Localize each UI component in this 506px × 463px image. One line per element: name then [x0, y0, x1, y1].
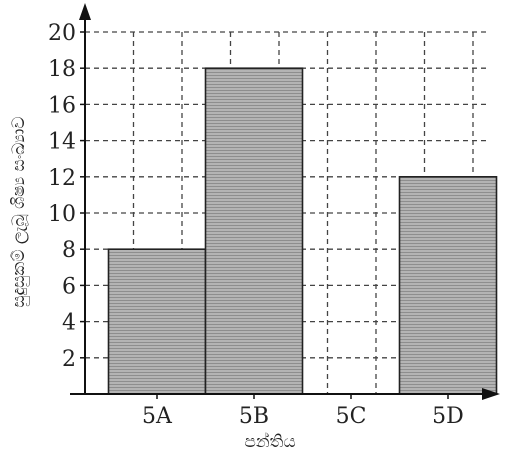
y-tick-label-18: 18	[48, 57, 76, 82]
axes	[70, 3, 500, 400]
x-tick-label-5C: 5C	[336, 404, 367, 429]
x-axis-arrow-icon	[482, 388, 500, 400]
labels: 2 4 6 8 10 12 14 16 18 20 5A 5B 5C 5D	[48, 21, 464, 429]
bars	[107, 67, 498, 395]
y-axis-title: සුදුසුකම් ලැබූ ශිෂ්‍ය සංඛ්‍යාව	[9, 116, 29, 307]
bar-5B	[204, 67, 304, 395]
x-axis-title: පන්තිය	[244, 432, 295, 452]
y-tick-label-2: 2	[62, 347, 76, 372]
y-tick-label-8: 8	[62, 238, 76, 263]
y-tick-label-20: 20	[48, 21, 76, 46]
y-tick-label-14: 14	[48, 130, 76, 155]
x-tick-label-5B: 5B	[239, 404, 269, 429]
bar-5A	[107, 248, 207, 395]
y-tick-label-4: 4	[62, 311, 76, 336]
bar-5D	[398, 176, 498, 395]
x-tick-label-5A: 5A	[142, 404, 173, 429]
y-tick-label-10: 10	[48, 202, 76, 227]
y-axis-arrow-icon	[79, 3, 91, 20]
y-tick-label-6: 6	[62, 274, 76, 299]
y-tick-label-16: 16	[48, 93, 76, 118]
x-tick-label-5D: 5D	[432, 404, 464, 429]
y-tick-label-12: 12	[48, 166, 76, 191]
